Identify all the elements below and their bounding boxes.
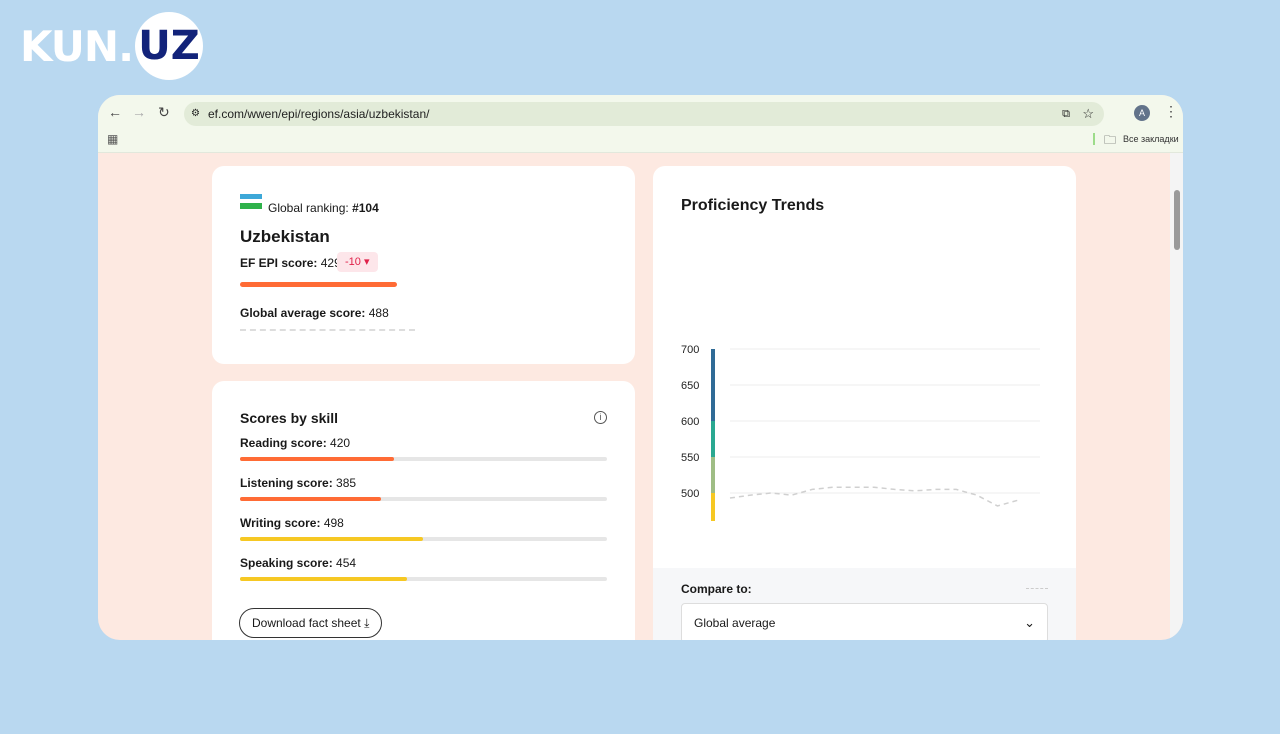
global-avg-value: 488: [368, 306, 389, 320]
global-avg-label: Global average score:: [240, 306, 366, 320]
trends-card: Proficiency Trends 700650600550500450400…: [653, 166, 1076, 640]
skill-name: Reading score:: [240, 436, 327, 450]
skill-label: Listening score: 385: [240, 476, 356, 490]
change-value: -10: [345, 256, 361, 268]
compare-legend-line: [1026, 588, 1048, 589]
skill-name: Speaking score:: [240, 556, 333, 570]
divider: [1093, 133, 1095, 145]
skill-value: 420: [330, 436, 351, 450]
chevron-down-icon: ⌄: [1024, 615, 1035, 630]
browser-window: ← → ↻ ⚙ ef.com/wwen/epi/regions/asia/uzb…: [98, 95, 1183, 640]
compare-select[interactable]: Global average ⌄: [681, 603, 1048, 640]
global-average: Global average score: 488: [240, 306, 389, 320]
skill-value: 385: [336, 476, 357, 490]
skill-bar-track: [240, 457, 607, 461]
trends-title: Proficiency Trends: [681, 197, 825, 214]
trends-chart: 7006506005505004504003502011 - 2025: [681, 344, 1040, 521]
score-label: EF EPI score:: [240, 256, 318, 270]
proficiency-band: [711, 349, 715, 421]
logo-text: KUN.: [20, 21, 134, 71]
skill-bar-fill: [240, 497, 382, 501]
forward-icon[interactable]: →: [132, 104, 146, 120]
skill-value: 498: [323, 516, 344, 530]
skills-card: Scores by skill i Reading score: 420 Lis…: [212, 381, 635, 640]
skill-bar-fill: [240, 537, 423, 541]
skill-bar-fill: [240, 577, 407, 581]
compare-value: Global average: [694, 616, 776, 630]
epi-score: EF EPI score: 429: [240, 256, 341, 270]
address-bar[interactable]: ⚙ ef.com/wwen/epi/regions/asia/uzbekista…: [184, 102, 1104, 126]
skill-name: Writing score:: [240, 516, 321, 530]
download-label: Download fact sheet: [252, 616, 361, 630]
menu-icon[interactable]: ⋮: [1164, 103, 1178, 119]
profile-avatar[interactable]: A: [1134, 105, 1150, 121]
info-icon[interactable]: i: [594, 411, 607, 424]
skill-bar-track: [240, 497, 607, 501]
y-tick-label: 600: [681, 416, 699, 428]
skill-bar-track: [240, 537, 607, 541]
global-average-line: [729, 486, 1019, 507]
y-tick-label: 650: [681, 380, 699, 392]
skill-value: 454: [336, 556, 357, 570]
translate-icon[interactable]: ⧉: [1062, 108, 1070, 120]
proficiency-band: [711, 421, 715, 457]
y-tick-label: 700: [681, 344, 699, 356]
country-card: Global ranking: #104 Uzbekistan EF EPI s…: [212, 166, 635, 364]
url-text: ef.com/wwen/epi/regions/asia/uzbekistan/: [208, 107, 430, 121]
y-tick-label: 550: [681, 452, 699, 464]
skill-label: Reading score: 420: [240, 436, 350, 450]
download-icon: ⤓: [364, 616, 370, 630]
back-icon[interactable]: ←: [108, 104, 122, 120]
skill-label: Speaking score: 454: [240, 556, 356, 570]
y-tick-label: 500: [681, 488, 699, 500]
all-bookmarks[interactable]: Все закладки: [1123, 134, 1179, 144]
score-bar: [240, 282, 397, 287]
scrollbar[interactable]: [1170, 153, 1183, 640]
compare-section: Compare to: Global average ⌄: [653, 568, 1076, 640]
reload-icon[interactable]: ↻: [158, 104, 170, 120]
download-fact-sheet-button[interactable]: Download fact sheet ⤓: [239, 608, 383, 638]
uzbekistan-flag: [240, 194, 262, 210]
kun-uz-logo: KUN. UZ: [20, 12, 204, 80]
folder-icon: 🗀: [1104, 133, 1117, 147]
proficiency-band: [711, 493, 715, 521]
global-ranking: Global ranking: #104: [268, 201, 379, 215]
global-average-bar: [240, 329, 415, 331]
apps-icon[interactable]: ▦: [107, 132, 119, 146]
bookmark-star-icon[interactable]: ☆: [1082, 106, 1094, 121]
score-change-badge: -10 ▾: [337, 252, 378, 272]
country-name: Uzbekistan: [240, 227, 330, 246]
ranking-value: #104: [352, 201, 379, 215]
browser-toolbar: ← → ↻ ⚙ ef.com/wwen/epi/regions/asia/uzb…: [98, 95, 1183, 153]
skill-bar-track: [240, 577, 607, 581]
skills-title: Scores by skill: [240, 410, 339, 426]
logo-circle: UZ: [135, 12, 204, 80]
scrollbar-thumb[interactable]: [1174, 190, 1180, 250]
skill-name: Listening score:: [240, 476, 333, 490]
site-settings-icon[interactable]: ⚙: [191, 108, 200, 119]
compare-label: Compare to:: [681, 582, 752, 596]
skill-bar-fill: [240, 457, 395, 461]
score-value: 429: [320, 256, 341, 270]
proficiency-band: [711, 457, 715, 493]
caret-down-icon: ▾: [363, 256, 370, 268]
skill-label: Writing score: 498: [240, 516, 344, 530]
ranking-label: Global ranking:: [268, 201, 349, 215]
